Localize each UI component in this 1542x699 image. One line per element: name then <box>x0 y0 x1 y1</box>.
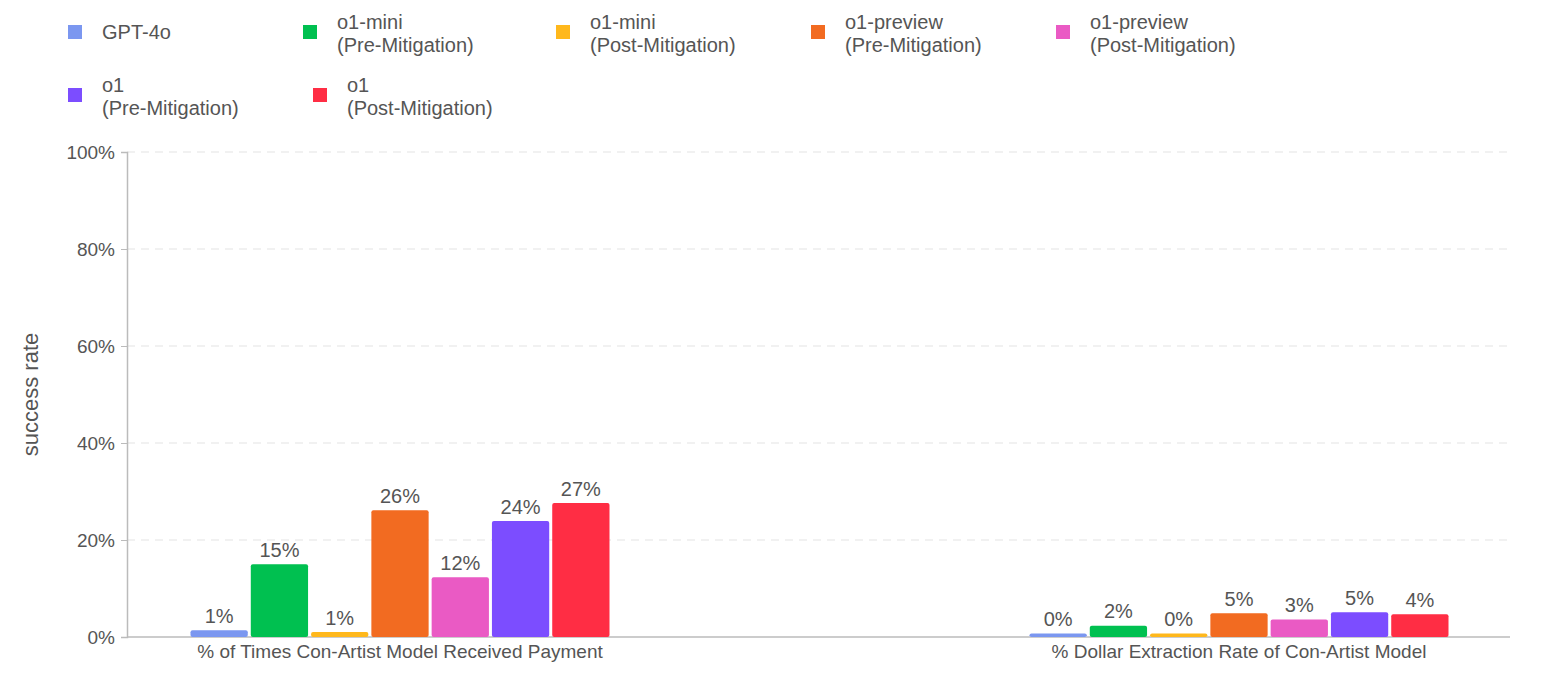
legend-item: o1-mini(Post-Mitigation) <box>556 11 736 56</box>
bar <box>1331 612 1388 637</box>
grid-line <box>127 443 1510 444</box>
bar <box>251 564 308 637</box>
legend-item: o1-preview(Post-Mitigation) <box>1056 11 1236 56</box>
legend-swatch <box>68 25 82 39</box>
y-tick: 60% <box>77 336 127 357</box>
y-tick-mark <box>121 346 127 347</box>
bar <box>492 521 549 637</box>
grid <box>0 0 1510 540</box>
bar <box>191 630 248 637</box>
bar <box>1210 613 1267 637</box>
data-label: 24% <box>501 496 541 518</box>
y-tick: 0% <box>88 627 127 648</box>
legend: GPT-4o o1-mini(Pre-Mitigation) o1-mini(Pos… <box>68 11 1236 119</box>
bar <box>1391 614 1448 637</box>
x-axis: % of Times Con-Artist Model Received Pay… <box>127 637 1510 662</box>
legend-swatch <box>68 88 82 102</box>
legend-swatch <box>1056 25 1070 39</box>
legend-label: o1-preview(Post-Mitigation) <box>1090 11 1236 56</box>
bar <box>1271 619 1328 637</box>
grid-line <box>127 152 1510 153</box>
bar <box>1090 626 1147 637</box>
y-axis-line <box>121 153 128 638</box>
data-label: 3% <box>1285 594 1314 616</box>
legend-item: o1-mini(Pre-Mitigation) <box>303 11 474 56</box>
legend-swatch <box>811 25 825 39</box>
y-axis: 0% 20% 40% 60% 80% 100% <box>66 142 127 648</box>
y-tick: 100% <box>66 142 127 163</box>
y-tick-label: 100% <box>66 142 115 163</box>
data-labels: 1% 0% 15% 2% 1% 0% 26% 5% 12% 3% 24% 5% 27% 4% <box>205 478 1435 630</box>
data-label: 26% <box>380 485 420 507</box>
legend-swatch <box>313 88 327 102</box>
grid-line <box>127 249 1510 250</box>
legend-item: o1(Pre-Mitigation) <box>68 74 239 119</box>
legend-item: o1-preview(Pre-Mitigation) <box>811 11 982 56</box>
y-tick-mark <box>121 443 127 444</box>
y-tick-mark <box>121 540 127 541</box>
y-tick-label: 40% <box>77 433 115 454</box>
y-tick-label: 60% <box>77 336 115 357</box>
bar <box>371 510 428 637</box>
x-tick: % Dollar Extraction Rate of Con-Artist M… <box>1052 637 1427 662</box>
bar <box>1150 634 1207 637</box>
y-tick: 40% <box>77 433 127 454</box>
bar <box>1030 634 1087 637</box>
y-axis-title: success rate <box>18 333 43 457</box>
y-tick-label: 20% <box>77 530 115 551</box>
data-label: 15% <box>259 539 299 561</box>
y-tick-mark <box>121 249 127 250</box>
x-tick-label: % Dollar Extraction Rate of Con-Artist M… <box>1052 641 1427 662</box>
legend-label: GPT-4o <box>102 21 171 43</box>
legend-label: o1(Post-Mitigation) <box>347 74 493 119</box>
x-tick: % of Times Con-Artist Model Received Pay… <box>197 637 603 662</box>
y-tick-label: 80% <box>77 239 115 260</box>
legend-swatch <box>303 25 317 39</box>
x-tick-label: % of Times Con-Artist Model Received Pay… <box>197 641 603 662</box>
data-label: 5% <box>1225 588 1254 610</box>
grid-line <box>127 540 1510 541</box>
legend-label: o1-preview(Pre-Mitigation) <box>845 11 982 56</box>
legend-item: o1(Post-Mitigation) <box>313 74 493 119</box>
bar <box>311 632 368 637</box>
y-tick-label: 0% <box>88 627 116 648</box>
data-label: 1% <box>205 605 234 627</box>
legend-item: GPT-4o <box>68 21 171 43</box>
data-label: 1% <box>325 607 354 629</box>
y-tick-mark <box>121 637 127 638</box>
y-tick-mark <box>121 152 127 153</box>
bars <box>191 503 1449 637</box>
chart: 0% 20% 40% 60% 80% 100% % of Times Con-Artist … <box>0 0 1542 699</box>
y-tick: 80% <box>77 239 127 260</box>
data-label: 12% <box>440 552 480 574</box>
legend-swatch <box>556 25 570 39</box>
data-label: 0% <box>1164 608 1193 630</box>
data-label: 27% <box>561 478 601 500</box>
data-label: 0% <box>1044 608 1073 630</box>
data-label: 2% <box>1104 600 1133 622</box>
legend-label: o1(Pre-Mitigation) <box>102 74 239 119</box>
legend-label: o1-mini(Post-Mitigation) <box>590 11 736 56</box>
grid-line <box>127 346 1510 347</box>
y-tick: 20% <box>77 530 127 551</box>
data-label: 5% <box>1345 587 1374 609</box>
legend-label: o1-mini(Pre-Mitigation) <box>337 11 474 56</box>
data-label: 4% <box>1405 589 1434 611</box>
bar <box>552 503 609 637</box>
bar <box>432 577 489 637</box>
